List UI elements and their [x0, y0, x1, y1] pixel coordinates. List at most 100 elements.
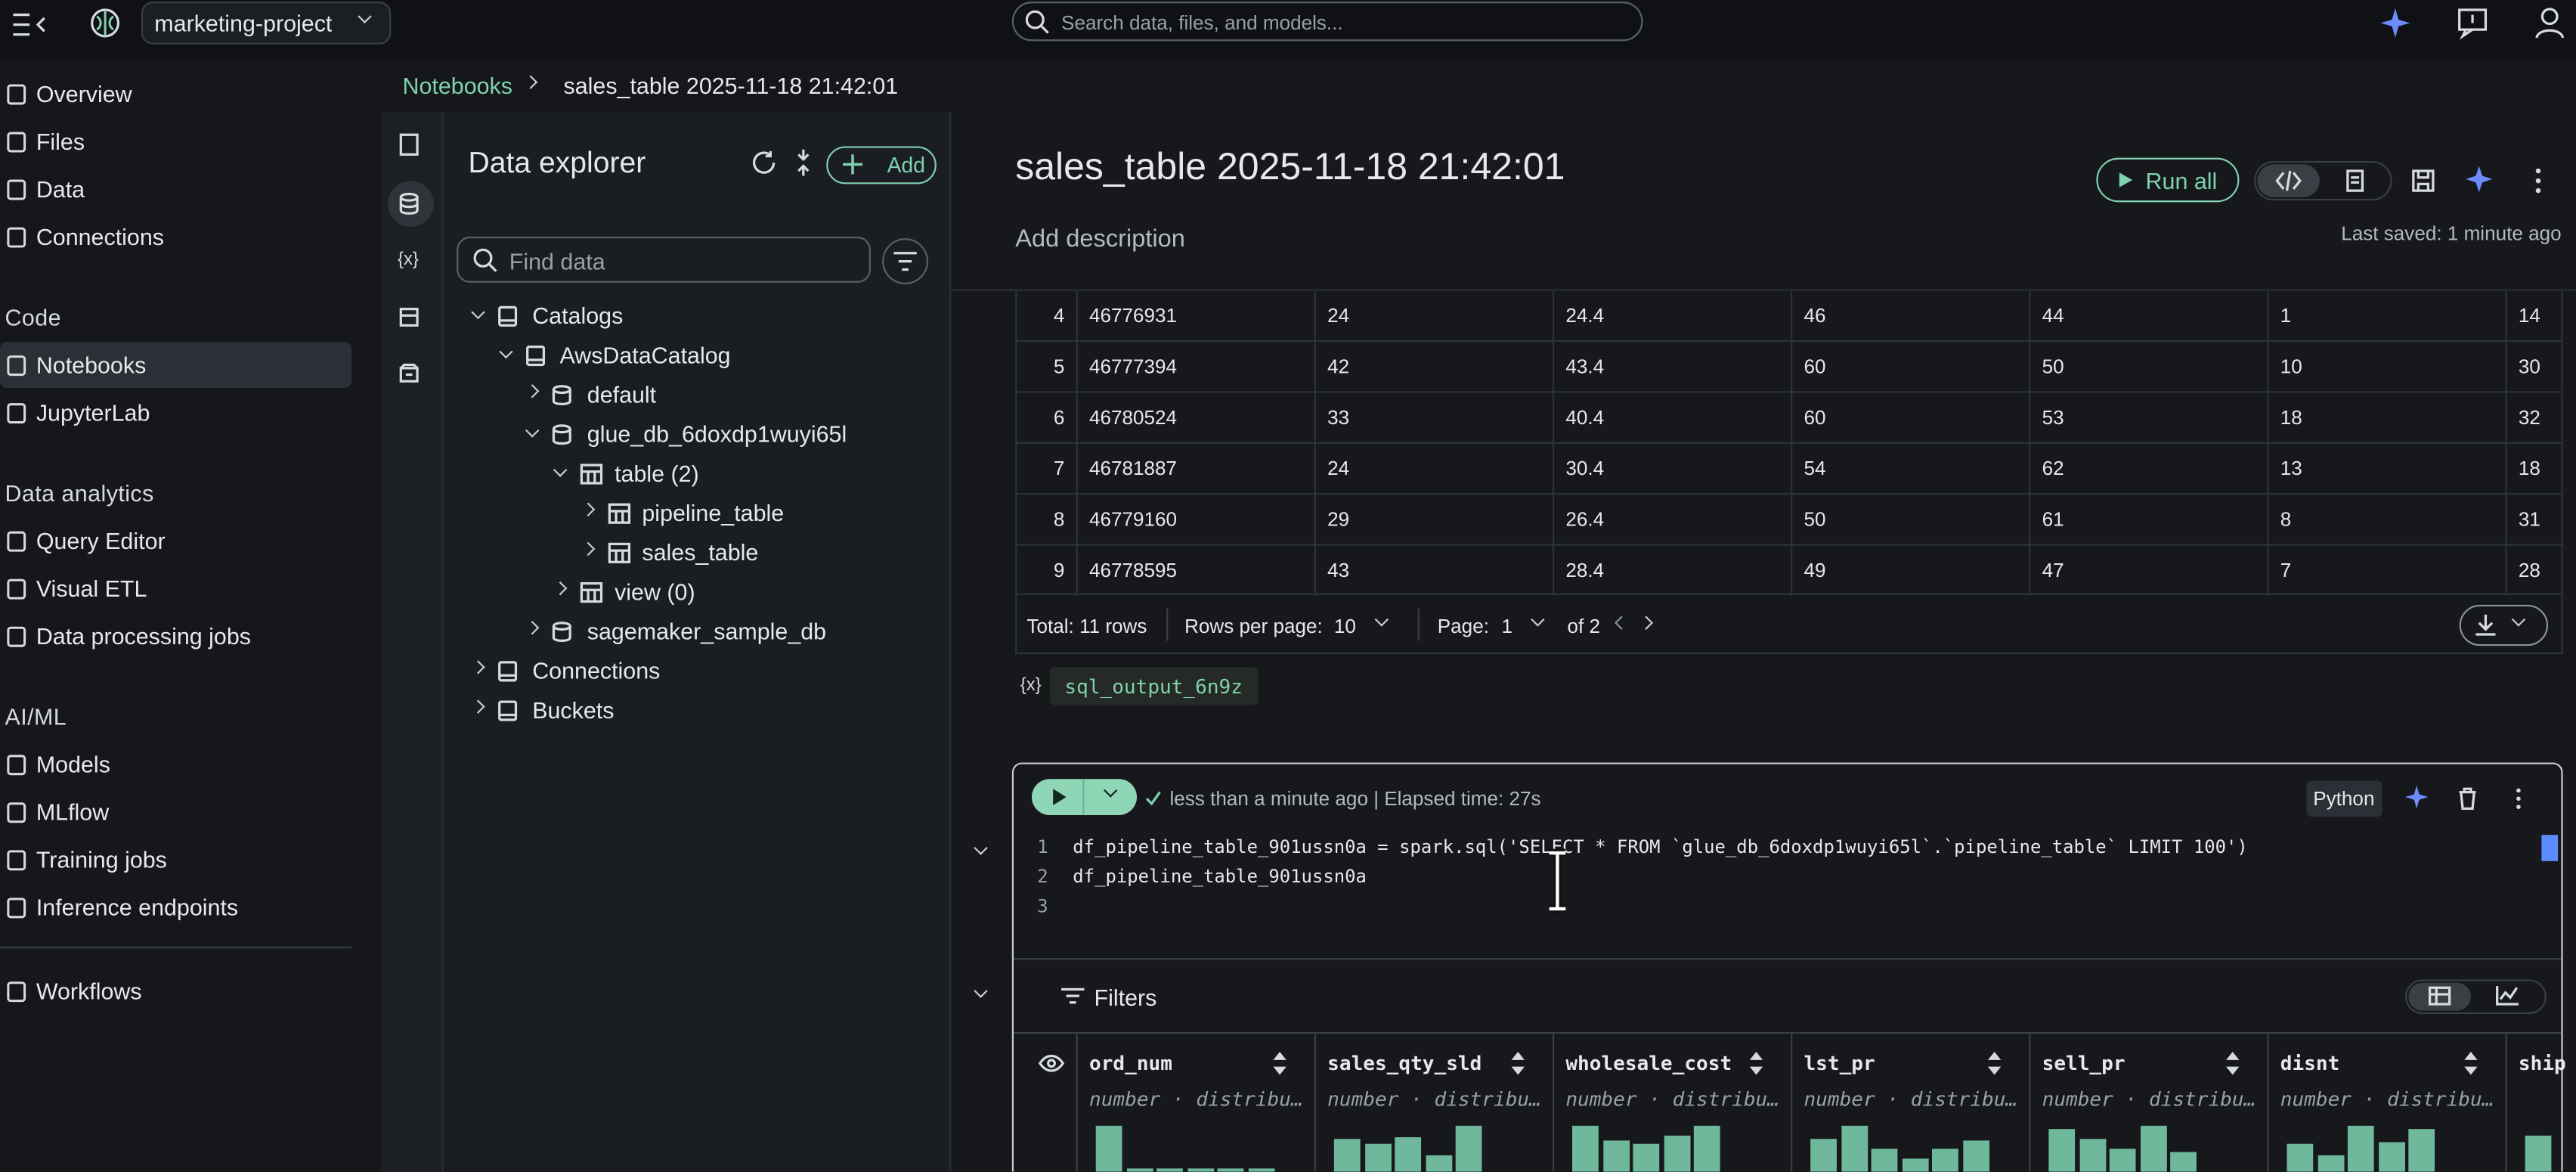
tree-node[interactable]: pipeline_table [642, 499, 785, 526]
histogram-bar [1633, 1143, 1660, 1172]
nav-item[interactable]: Query Editor [36, 527, 166, 554]
refresh-icon[interactable] [751, 150, 777, 176]
nav-item[interactable]: Inference endpoints [36, 894, 239, 921]
page-number[interactable]: 1 [1501, 614, 1513, 638]
nav-icon [7, 355, 26, 377]
tree-node[interactable]: sagemaker_sample_db [587, 618, 827, 644]
feedback-icon[interactable] [2458, 8, 2488, 40]
column-divider [2267, 1034, 2269, 1172]
rail-table[interactable] [399, 307, 419, 327]
table-cell: 7 [1053, 457, 1065, 480]
column-name[interactable]: ship [2518, 1052, 2566, 1075]
nav-item[interactable]: JupyterLab [36, 399, 150, 426]
more-icon[interactable] [2535, 168, 2542, 194]
column-meta: number · distribu… [2280, 1087, 2494, 1112]
tree-node[interactable]: glue_db_6doxdp1wuyi65l [587, 420, 847, 448]
tree-node[interactable]: Buckets [532, 696, 615, 724]
nav-item[interactable]: Workflows [36, 978, 142, 1004]
nav-item[interactable]: Connections [36, 223, 164, 250]
delete-icon[interactable] [2458, 787, 2478, 810]
nav-icon [7, 578, 26, 600]
project-selector[interactable] [141, 2, 392, 45]
rail-files[interactable] [399, 133, 419, 156]
tree-node[interactable]: default [587, 381, 657, 408]
search-icon [1025, 10, 1049, 34]
doc-icon[interactable] [2346, 169, 2364, 192]
column-name[interactable]: wholesale_cost [1565, 1052, 1732, 1075]
table-cell: 28 [2518, 558, 2540, 582]
run-group[interactable] [1031, 779, 1138, 816]
tree-node[interactable]: Connections [532, 657, 661, 684]
breadcrumb-link[interactable]: Notebooks [402, 72, 512, 99]
download-button[interactable] [2459, 604, 2549, 646]
histogram-bar [2347, 1125, 2374, 1172]
run-all-button[interactable] [2096, 157, 2240, 203]
rows-per-page[interactable]: 10 [1333, 614, 1356, 638]
tree-node[interactable]: view (0) [615, 578, 695, 605]
add-button[interactable] [826, 146, 937, 184]
column-name[interactable]: sell_pr [2042, 1052, 2126, 1075]
row-divider [1015, 544, 2563, 546]
sort-icon[interactable] [2463, 1050, 2479, 1077]
sort-icon[interactable] [2225, 1050, 2241, 1077]
filters-label[interactable]: Filters [1094, 984, 1157, 1011]
cell-ai[interactable] [2404, 785, 2432, 812]
sort-icon[interactable] [1986, 1050, 2003, 1077]
table-cell: 43.4 [1565, 355, 1605, 378]
nav-heading: AI/ML [5, 703, 67, 730]
page-label: Page: [1437, 614, 1489, 638]
nav-icon [7, 403, 26, 424]
nav-item[interactable]: Files [36, 128, 85, 155]
column-name[interactable]: lst_pr [1804, 1052, 1875, 1075]
filters-icon[interactable] [1061, 988, 1085, 1004]
sort-icon[interactable] [1271, 1050, 1288, 1077]
histogram-bar [1663, 1135, 1690, 1172]
table-cell: 60 [1804, 405, 1826, 429]
nav-item[interactable]: MLflow [36, 798, 110, 826]
find-box[interactable] [457, 236, 871, 283]
eye-icon[interactable] [1038, 1054, 1065, 1072]
table-cell: 33 [1327, 405, 1350, 429]
nav-item[interactable]: Data processing jobs [36, 622, 251, 650]
user-icon[interactable] [2535, 7, 2565, 39]
tree-node[interactable]: AwsDataCatalog [559, 342, 731, 368]
nav-item[interactable]: Training jobs [36, 846, 167, 873]
histogram-bar [1425, 1155, 1452, 1172]
nav-icon [7, 850, 26, 871]
ai-icon[interactable] [2379, 7, 2411, 39]
columns-header [1014, 1031, 2562, 1034]
column-name[interactable]: ord_num [1089, 1052, 1172, 1075]
table-cell: 8 [1053, 507, 1065, 532]
nav-item[interactable]: Notebooks [36, 352, 147, 378]
tree-node[interactable]: Catalogs [532, 302, 624, 329]
nav-item[interactable]: Visual ETL [36, 575, 147, 602]
table-cell: 43 [1327, 558, 1350, 582]
nav-item[interactable]: Data [36, 175, 85, 203]
last-saved: Last saved: 1 minute ago [2341, 222, 2562, 245]
ai-assist[interactable] [2464, 164, 2497, 197]
nav-item[interactable]: Models [36, 751, 110, 778]
notebook-description[interactable]: Add description [1015, 225, 1185, 253]
rail-variables[interactable]: {x} [397, 250, 419, 270]
rail-box[interactable] [399, 363, 419, 383]
chart-view-icon[interactable] [2495, 986, 2519, 1006]
nav-icon [7, 179, 26, 200]
table-cell: 9 [1053, 558, 1065, 582]
language-badge[interactable] [2306, 780, 2382, 817]
menu-icon[interactable] [11, 10, 45, 39]
rail-data[interactable] [399, 192, 419, 215]
tree-node[interactable]: table (2) [615, 460, 699, 487]
table-cell: 1 [2280, 304, 2292, 327]
column-name[interactable]: disnt [2280, 1052, 2340, 1075]
sort-icon[interactable] [1509, 1050, 1526, 1077]
column-name[interactable]: sales_qty_sld [1327, 1052, 1482, 1075]
save-icon[interactable] [2412, 169, 2435, 192]
sort-icon[interactable] [1748, 1050, 1765, 1077]
collapse-icon[interactable] [795, 149, 812, 176]
nav-item[interactable]: Overview [36, 80, 132, 107]
cell-more[interactable] [2516, 787, 2522, 810]
filter-button[interactable] [882, 238, 929, 285]
table-cell: 46781887 [1089, 457, 1178, 480]
tree-node[interactable]: sales_table [642, 538, 759, 566]
search-box[interactable] [1011, 2, 1643, 42]
